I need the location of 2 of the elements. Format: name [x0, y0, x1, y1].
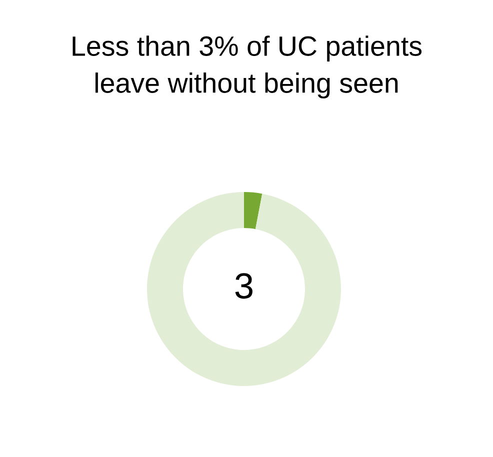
- chart-title: Less than 3% of UC patients leave without being seen: [72, 36, 422, 98]
- text: 3: [235, 273, 252, 299]
